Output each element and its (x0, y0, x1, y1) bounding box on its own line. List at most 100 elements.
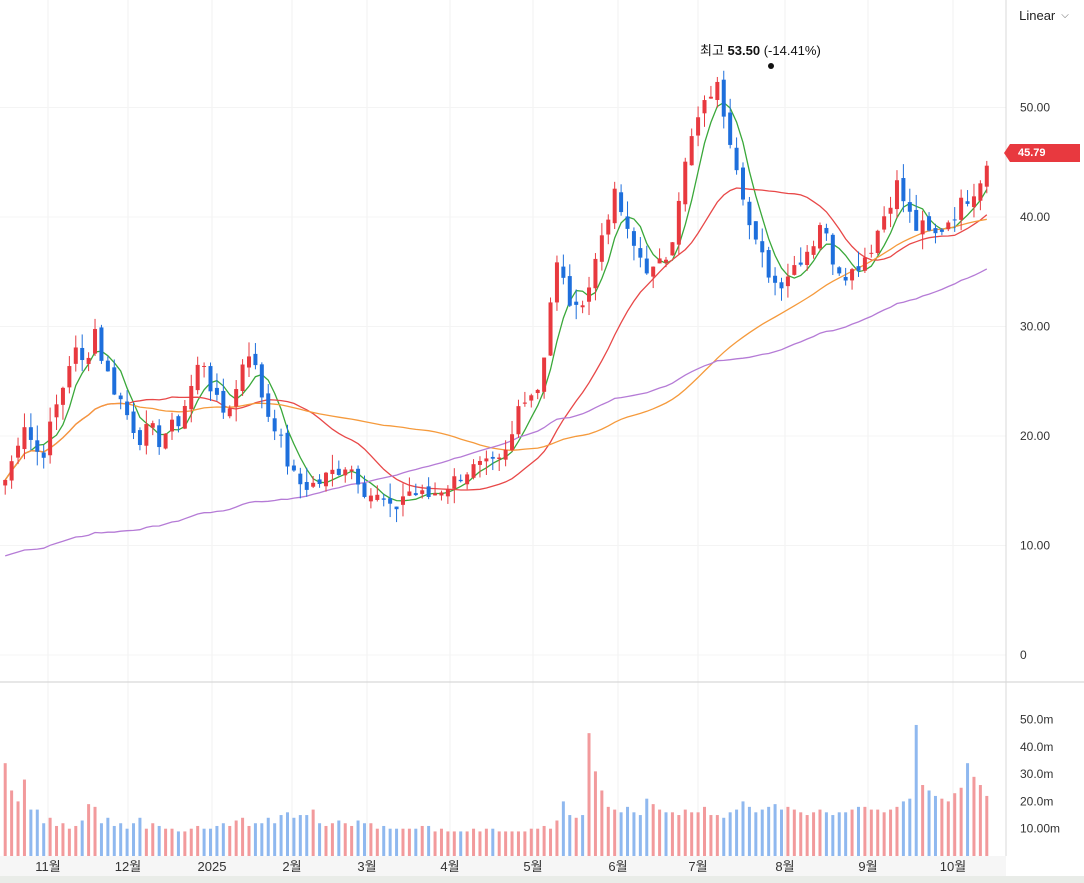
volume-bar (549, 828, 553, 856)
volume-bar (228, 825, 232, 856)
volume-bar (985, 795, 989, 856)
candle-body (99, 327, 104, 361)
time-tick-label: 8월 (775, 859, 794, 874)
volume-bar (151, 823, 155, 856)
candle-body (490, 456, 495, 459)
candle-body (914, 209, 919, 231)
volume-bar (478, 831, 482, 856)
volume-bar (266, 817, 270, 856)
volume-bar (74, 825, 78, 856)
bottom-scrollbar[interactable] (0, 876, 1084, 883)
volume-bar (516, 831, 520, 856)
max-change: (-14.41%) (763, 43, 821, 58)
volume-bar (658, 809, 662, 856)
candle-body (510, 434, 515, 451)
candle-body (28, 427, 33, 440)
volume-bar (747, 806, 751, 856)
candle-body (381, 498, 386, 500)
candle-body (465, 474, 470, 485)
candle-body (240, 364, 245, 392)
candle-body (503, 449, 508, 460)
volume-bar (125, 828, 129, 856)
candle-body (817, 225, 822, 249)
volume-bar (574, 817, 578, 856)
volume-bar (561, 801, 565, 856)
candle-body (715, 81, 720, 100)
candle-body (728, 112, 733, 145)
candle-body (118, 395, 123, 400)
candle-body (86, 357, 91, 364)
volume-bar (3, 763, 7, 856)
candle-body (625, 216, 630, 229)
candle-body (599, 235, 604, 262)
candle-body (651, 266, 656, 277)
volume-bar (112, 825, 116, 856)
volume-bar (645, 798, 649, 856)
time-tick-label: 2월 (282, 859, 301, 874)
volume-bar (728, 812, 732, 856)
volume-bar (132, 823, 136, 856)
volume-bar (703, 806, 707, 856)
candle-body (984, 165, 989, 187)
volume-bar (940, 798, 944, 856)
candle-body (247, 356, 251, 368)
volume-bar (953, 793, 957, 856)
candle-body (631, 231, 636, 246)
candle-body (144, 424, 149, 446)
volume-bar (362, 823, 366, 856)
price-axis: 50.00 40.00 30.00 20.00 10.00 0 (1020, 101, 1050, 663)
volume-bar (157, 825, 161, 856)
moving-averages (4, 101, 988, 557)
moving-average-line (4, 187, 988, 491)
candle-body (657, 258, 662, 264)
candle-body (773, 275, 778, 283)
candle-body (882, 216, 887, 230)
price-tick-label: 50.00 (1020, 101, 1050, 115)
candle-body (195, 364, 200, 391)
volume-bar (273, 823, 277, 856)
volume-bar (889, 809, 893, 856)
volume-bar (459, 831, 463, 856)
candle-body (554, 262, 559, 303)
max-value: 53.50 (727, 43, 761, 58)
volume-bar (446, 831, 450, 856)
candle-body (214, 387, 219, 395)
candle-body (407, 491, 412, 496)
volume-bars (3, 724, 989, 856)
volume-bar (876, 809, 880, 856)
candle-body (445, 489, 450, 497)
candle-body (497, 457, 502, 460)
volume-bar (863, 806, 867, 856)
volume-bar (696, 812, 700, 856)
volume-bar (119, 823, 123, 856)
last-price-badge: 45.79 (1004, 144, 1080, 162)
candle-body (664, 259, 669, 263)
volume-tick-label: 50.0m (1020, 713, 1053, 727)
scale-mode-dropdown[interactable]: Linear ⌵ (1004, 0, 1084, 30)
time-tick-label: 10월 (940, 859, 966, 874)
volume-bar (722, 817, 726, 856)
candle-body (959, 197, 964, 220)
volume-bar (48, 817, 52, 856)
price-tick-label: 40.00 (1020, 210, 1050, 224)
volume-bar (581, 815, 585, 856)
candle-body (907, 202, 912, 212)
candle-body (792, 265, 797, 275)
volume-bar (908, 798, 912, 856)
volume-bar (247, 825, 251, 856)
volume-bar (824, 812, 828, 856)
volume-bar (16, 801, 20, 856)
candle-body (644, 258, 649, 274)
volume-bar (484, 828, 488, 856)
volume-bar (176, 831, 180, 856)
volume-bar (542, 825, 546, 856)
candle-body (458, 479, 463, 482)
candle-body (529, 395, 534, 401)
candle-body (343, 469, 348, 476)
volume-bar (786, 806, 790, 856)
candle-body (80, 347, 85, 361)
candle-body (888, 207, 893, 214)
candle-body (574, 301, 579, 305)
volume-bar (395, 828, 399, 856)
